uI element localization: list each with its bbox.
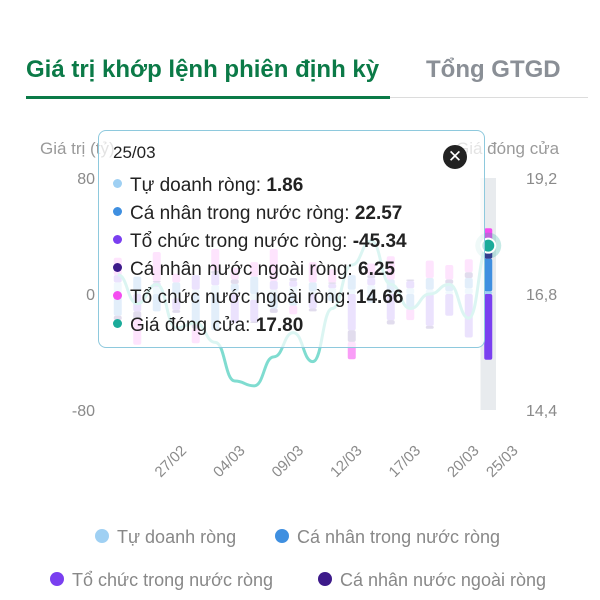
legend-item[interactable]: Cá nhân trong nước ròng	[275, 527, 500, 548]
tooltip-label: Cá nhân nước ngoài ròng:	[130, 259, 353, 280]
tooltip-value: 22.57	[354, 203, 403, 224]
tooltip-value: 17.80	[255, 315, 304, 336]
x-tick-label: 27/02	[152, 442, 191, 481]
tooltip-row: Giá đóng cửa: 17.80	[113, 315, 303, 337]
tab-bar: Giá trị khớp lệnh phiên định kỳ Tổng GTG…	[0, 0, 600, 102]
tab-total-trading-value[interactable]: Tổng GTGD	[426, 56, 561, 83]
x-tick-label: 04/03	[210, 442, 249, 481]
tooltip-label: Tổ chức trong nước ròng:	[130, 231, 348, 252]
tooltip-label: Tổ chức nước ngoài ròng:	[130, 287, 351, 308]
series-dot-icon	[113, 179, 122, 189]
tab-periodic-matched-value[interactable]: Giá trị khớp lệnh phiên định kỳ	[26, 56, 380, 83]
tooltip-row: Tự doanh ròng: 1.86	[113, 175, 303, 197]
legend-item[interactable]: Tổ chức trong nước ròng	[50, 570, 273, 591]
tooltip-value: -45.34	[352, 231, 407, 252]
right-tick-label: 16,8	[526, 287, 557, 304]
active-tab-underline	[26, 96, 390, 99]
chart-tooltip: 25/03 ✕ Tự doanh ròng: 1.86 Cá nhân trong…	[98, 130, 485, 348]
series-dot-icon	[113, 319, 122, 329]
legend-dot-icon	[95, 529, 109, 544]
legend-label: Cá nhân nước ngoài ròng	[340, 570, 546, 590]
series-dot-icon	[113, 291, 122, 301]
right-tick-label: 19,2	[526, 171, 557, 188]
tooltip-label: Giá đóng cửa:	[130, 315, 251, 336]
series-dot-icon	[113, 263, 122, 273]
tooltip-value: 6.25	[358, 259, 395, 280]
x-tick-label: 25/03	[483, 442, 522, 481]
tooltip-row: Cá nhân nước ngoài ròng: 6.25	[113, 259, 395, 281]
x-tick-label: 20/03	[444, 442, 483, 481]
legend-item[interactable]: Tự doanh ròng	[95, 527, 236, 548]
left-tick-label: 0	[86, 287, 95, 304]
series-dot-icon	[113, 207, 122, 217]
tooltip-label: Tự doanh ròng:	[130, 175, 262, 196]
x-tick-label: 17/03	[386, 442, 425, 481]
left-tick-label: -80	[72, 403, 95, 420]
bar-segment	[484, 258, 493, 292]
bar-segment	[484, 291, 493, 294]
tooltip-row: Tổ chức nước ngoài ròng: 14.66	[113, 287, 403, 309]
tooltip-value: 14.66	[355, 287, 404, 308]
close-icon[interactable]: ✕	[443, 145, 467, 169]
legend-item[interactable]: Cá nhân nước ngoài ròng	[318, 570, 546, 591]
series-dot-icon	[113, 235, 122, 245]
left-axis-title: Giá trị (tỷ)	[40, 139, 115, 158]
legend-label: Tự doanh ròng	[117, 527, 237, 547]
legend-dot-icon	[50, 572, 64, 587]
tooltip-value: 1.86	[266, 175, 304, 196]
tooltip-label: Cá nhân trong nước ròng:	[130, 203, 350, 224]
legend-dot-icon	[275, 529, 289, 544]
tooltip-date: 25/03	[113, 143, 156, 162]
tooltip-row: Cá nhân trong nước ròng: 22.57	[113, 203, 402, 225]
legend-label: Tổ chức trong nước ròng	[72, 570, 273, 590]
x-tick-label: 09/03	[269, 442, 308, 481]
bar-segment	[484, 294, 493, 360]
legend-label: Cá nhân trong nước ròng	[297, 527, 500, 547]
legend-dot-icon	[318, 572, 332, 587]
tab-divider	[390, 97, 588, 98]
right-tick-label: 14,4	[526, 403, 557, 420]
x-tick-label: 12/03	[327, 442, 366, 481]
left-tick-label: 80	[77, 171, 95, 188]
tooltip-row: Tổ chức trong nước ròng: -45.34	[113, 231, 407, 253]
